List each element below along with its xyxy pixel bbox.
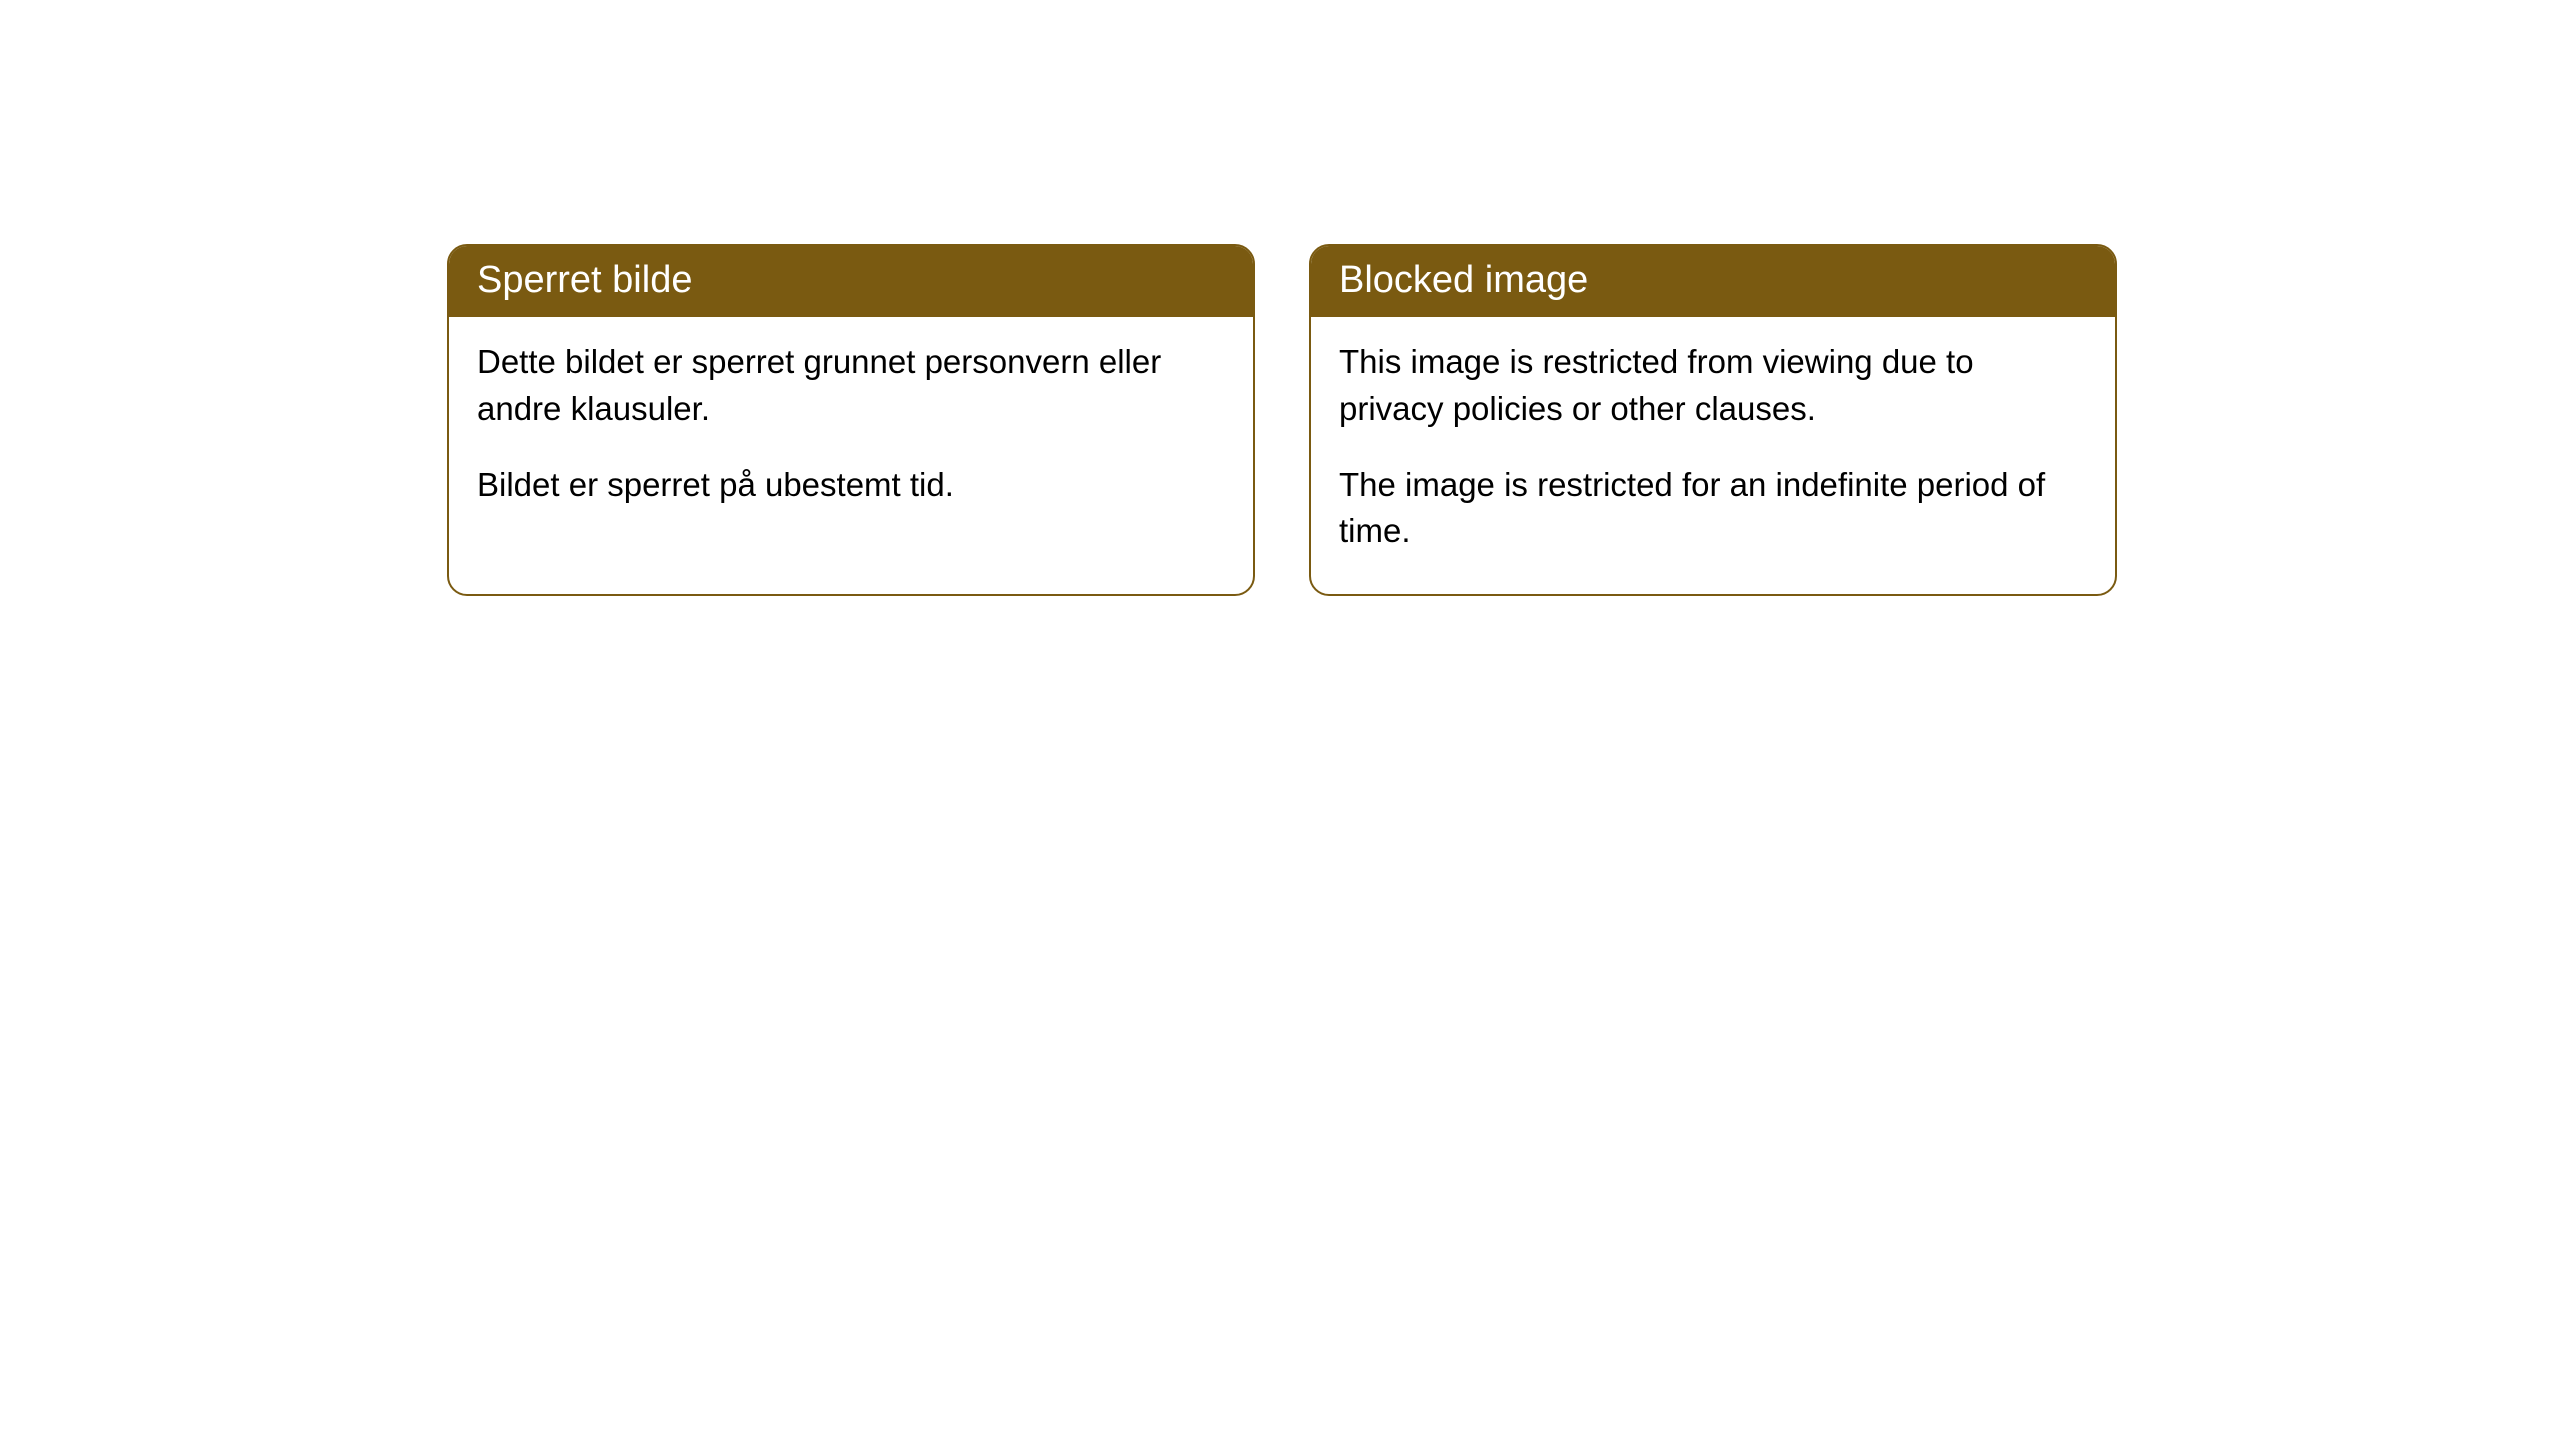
card-header: Blocked image xyxy=(1311,246,2115,317)
blocked-image-card-norwegian: Sperret bilde Dette bildet er sperret gr… xyxy=(447,244,1255,596)
card-paragraph-2: The image is restricted for an indefinit… xyxy=(1339,462,2087,554)
card-paragraph-2: Bildet er sperret på ubestemt tid. xyxy=(477,462,1225,508)
card-body: Dette bildet er sperret grunnet personve… xyxy=(449,317,1253,548)
card-header: Sperret bilde xyxy=(449,246,1253,317)
card-paragraph-1: This image is restricted from viewing du… xyxy=(1339,339,2087,431)
card-body: This image is restricted from viewing du… xyxy=(1311,317,2115,594)
blocked-image-card-english: Blocked image This image is restricted f… xyxy=(1309,244,2117,596)
notice-cards-container: Sperret bilde Dette bildet er sperret gr… xyxy=(447,244,2117,596)
card-paragraph-1: Dette bildet er sperret grunnet personve… xyxy=(477,339,1225,431)
